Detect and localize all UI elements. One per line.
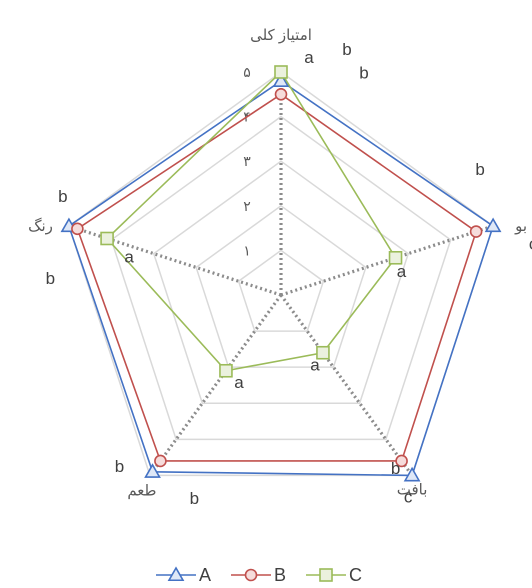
significance-letter: b [58,187,67,206]
significance-letter: a [304,48,314,67]
data-point-C [388,250,403,265]
data-point-B [71,222,84,236]
legend-marker-B [244,568,258,582]
legend-label: B [274,565,286,585]
tick-label: ۲ [243,198,251,214]
tick-label: ۳ [243,153,251,169]
data-point-B [469,225,483,238]
grid-ring-4 [110,115,452,441]
grid-ring-1 [237,249,325,332]
data-point-A [272,72,290,87]
grid-ring-5 [68,71,494,477]
significance-letter: b [190,489,199,508]
legend-marker-C [319,568,333,582]
legend-marker-A [167,566,185,582]
series-line-C [105,70,397,372]
category-label: بافت [397,481,428,498]
axis-line-2 [279,294,414,477]
significance-letter: b [475,160,484,179]
significance-letter: a [397,262,407,281]
grid-ring-2 [195,204,367,368]
data-point-B [154,454,167,468]
significance-letter: b [359,63,368,82]
data-point-C [219,363,233,378]
significance-letter: a [310,356,320,375]
significance-letter: c [404,487,413,506]
data-point-C [274,65,288,79]
data-point-C [316,345,330,360]
axis-line-1 [280,224,494,297]
significance-letters: abbbcabcabbabba [46,40,532,508]
category-label: طعم [127,482,156,499]
data-point-B [395,454,408,468]
data-point-A [403,466,421,482]
axis-line-3 [148,294,283,477]
radar-category-labels: امتیاز کلی بو بافت طعم رنگ [28,27,527,499]
legend: A B C [156,565,362,585]
data-point-C [100,231,114,246]
category-label: رنگ [28,217,53,235]
data-point-B [274,88,288,101]
legend-label: C [349,565,362,585]
significance-letter: c [529,235,532,254]
data-point-A [484,217,502,233]
series-line-A [67,79,495,477]
radar-grid [68,71,494,477]
significance-letter: a [234,373,244,392]
significance-letter: b [342,40,351,59]
series-line-B [76,93,478,462]
tick-label: ۱ [243,242,251,258]
significance-letter: b [46,269,55,288]
radar-series [60,65,502,482]
significance-letter: b [115,457,124,476]
category-label: بو [514,218,527,235]
grid-ring-3 [152,160,410,404]
tick-label: ۵ [243,64,251,80]
significance-letter: a [124,247,134,266]
legend-label: A [199,565,211,585]
category-label: امتیاز کلی [250,27,312,44]
significance-letter: b [391,459,400,478]
data-point-A [144,463,161,478]
